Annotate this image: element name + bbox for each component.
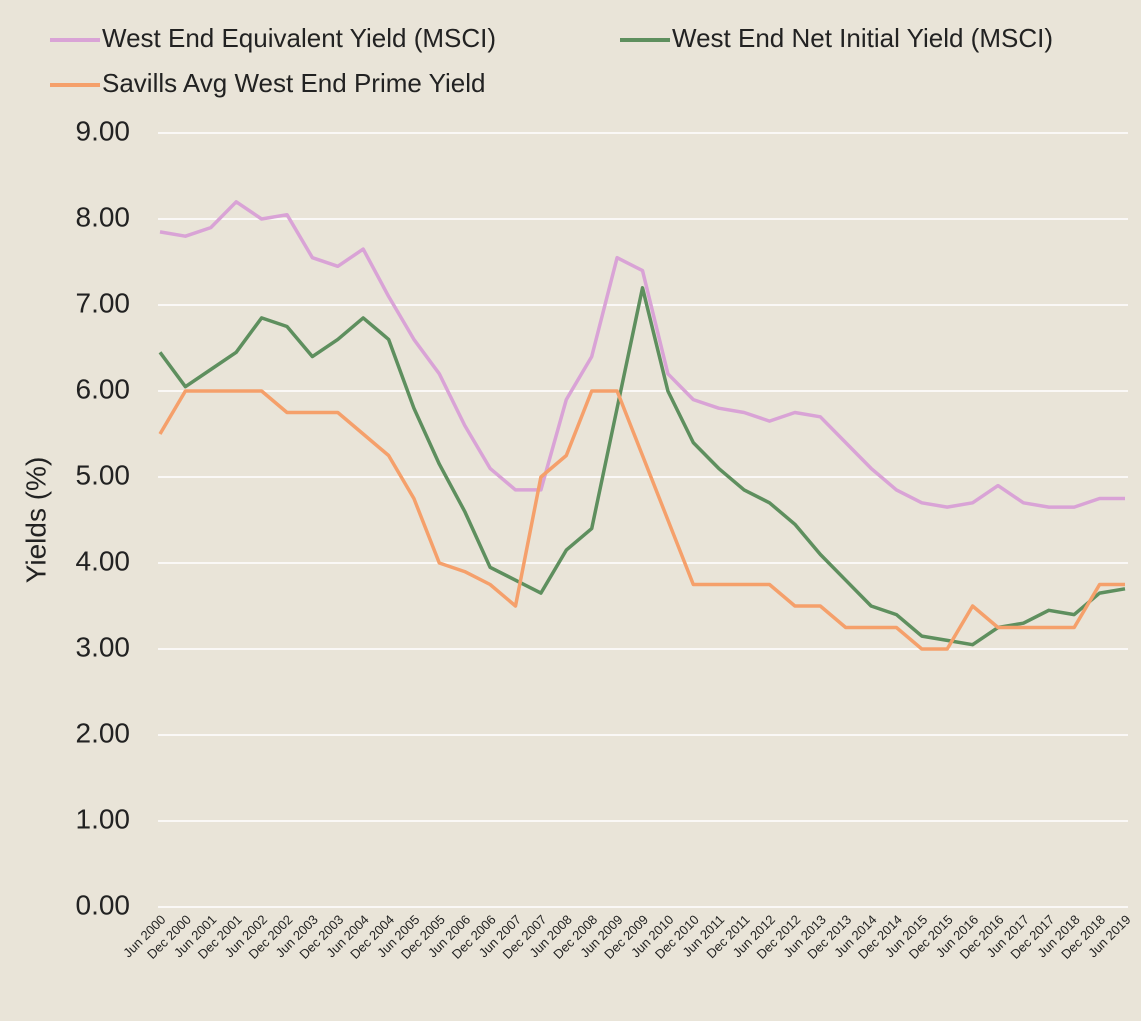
y-tick-label: 8.00	[76, 201, 131, 232]
y-tick-label: 5.00	[76, 459, 131, 490]
y-tick-label: 0.00	[76, 889, 131, 920]
legend-label: West End Net Initial Yield (MSCI)	[672, 23, 1053, 53]
y-tick-label: 4.00	[76, 545, 131, 576]
legend-label: West End Equivalent Yield (MSCI)	[102, 23, 496, 53]
line-series	[158, 286, 1126, 647]
y-tick-label: 7.00	[76, 287, 131, 318]
y-tick-label: 9.00	[76, 115, 131, 146]
y-tick-label: 1.00	[76, 803, 131, 834]
y-axis-title: Yields (%)	[20, 457, 51, 584]
line-series	[158, 389, 1125, 651]
y-tick-label: 2.00	[76, 717, 131, 748]
y-tick-label: 3.00	[76, 631, 131, 662]
legend-label: Savills Avg West End Prime Yield	[102, 68, 485, 98]
y-tick-label: 6.00	[76, 373, 131, 404]
line-series	[159, 200, 1125, 509]
